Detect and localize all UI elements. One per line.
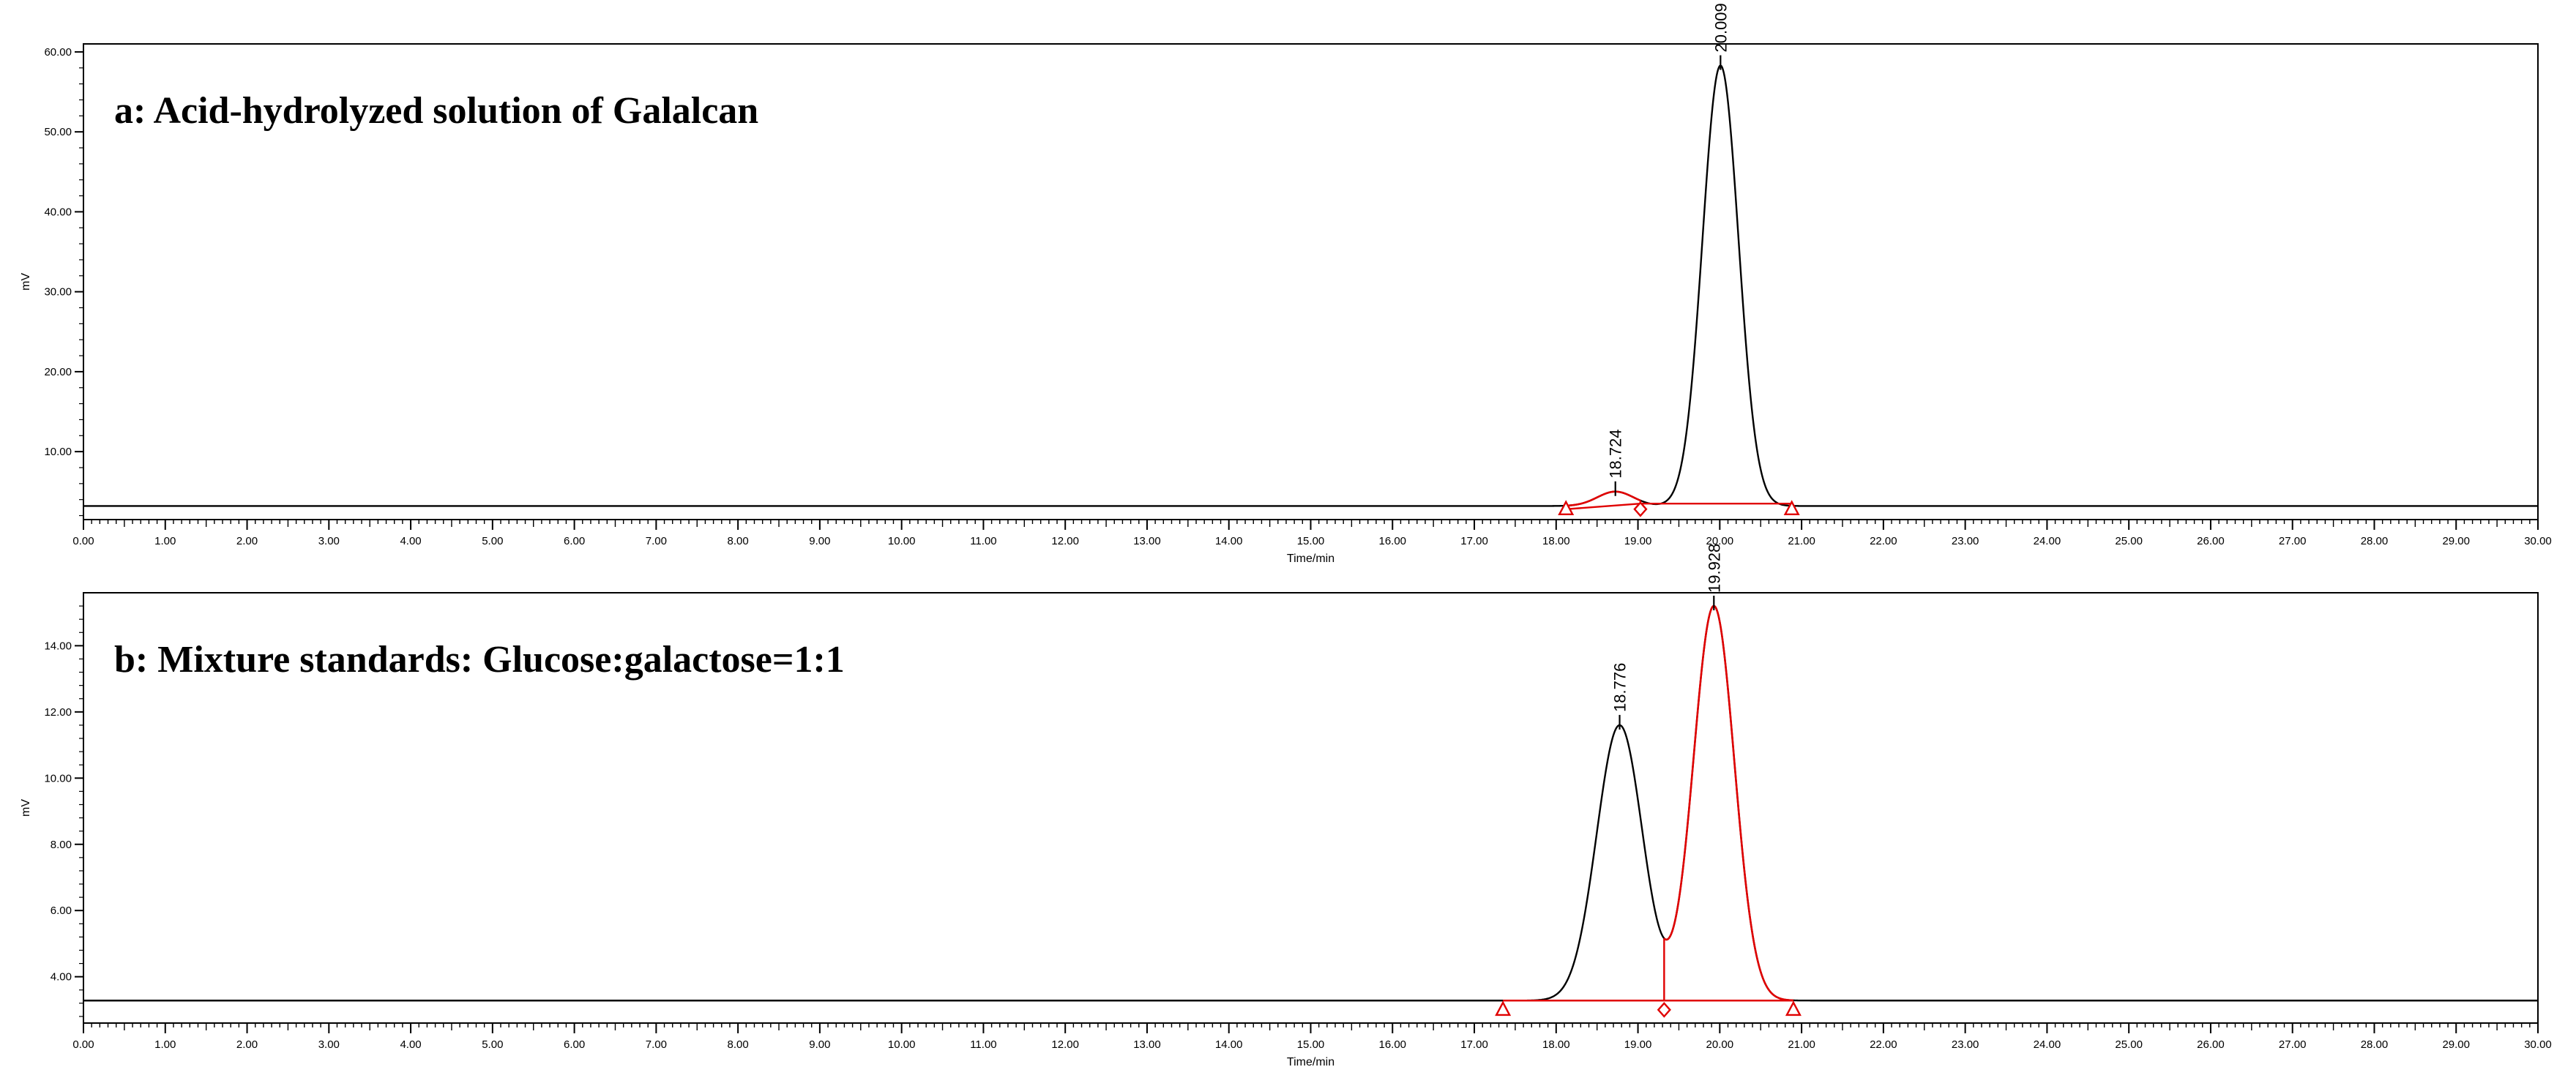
x-tick-label: 10.00 bbox=[888, 535, 916, 547]
peak-retention-label: 20.009 bbox=[1711, 3, 1730, 52]
integrated-peak-trace bbox=[1566, 490, 1641, 507]
x-tick-label: 19.00 bbox=[1624, 1038, 1652, 1051]
x-tick-label: 6.00 bbox=[564, 1038, 585, 1051]
integration-start-end-marker bbox=[1495, 1000, 1512, 1016]
panel-title: a: Acid-hydrolyzed solution of Galalcan bbox=[114, 90, 758, 132]
x-tick-label: 25.00 bbox=[2115, 535, 2143, 547]
y-tick-label: 60.00 bbox=[44, 46, 72, 59]
x-tick-label: 0.00 bbox=[72, 535, 94, 547]
panel-a: 0.00 1.00 2.00 3.00 4.00 5.00 6.00 7.00 8.00 9.00… bbox=[20, 3, 2552, 565]
x-tick-label: 7.00 bbox=[646, 535, 667, 547]
x-tick-label: 17.00 bbox=[1460, 1038, 1488, 1051]
x-tick-label: 25.00 bbox=[2115, 1038, 2143, 1051]
x-axis-title: Time/min bbox=[1287, 1056, 1334, 1068]
x-tick-label: 2.00 bbox=[236, 1038, 258, 1051]
x-tick-label: 23.00 bbox=[1952, 535, 1979, 547]
integration-start-end-marker bbox=[1785, 1000, 1802, 1016]
x-tick-label: 28.00 bbox=[2361, 535, 2389, 547]
x-tick-label: 9.00 bbox=[809, 535, 830, 547]
chromatogram-trace bbox=[83, 64, 2538, 507]
x-tick-label: 11.00 bbox=[970, 1038, 996, 1051]
x-tick-label: 24.00 bbox=[2034, 1038, 2061, 1051]
x-tick-label: 7.00 bbox=[646, 1038, 667, 1051]
y-tick-label: 8.00 bbox=[51, 839, 72, 851]
integration-start-end-marker bbox=[1558, 500, 1575, 515]
integrated-peak-trace bbox=[1663, 604, 1793, 1002]
x-tick-label: 1.00 bbox=[154, 535, 176, 547]
integration-valley-marker bbox=[1633, 501, 1648, 517]
x-tick-label: 4.00 bbox=[400, 1038, 421, 1051]
x-tick-label: 9.00 bbox=[809, 1038, 830, 1051]
y-tick-label: 14.00 bbox=[44, 640, 72, 652]
x-tick-label: 13.00 bbox=[1133, 535, 1161, 547]
x-tick-label: 14.00 bbox=[1215, 1038, 1243, 1051]
x-tick-label: 23.00 bbox=[1952, 1038, 1979, 1051]
x-tick-label: 16.00 bbox=[1378, 535, 1406, 547]
x-tick-label: 1.00 bbox=[154, 1038, 176, 1051]
x-tick-label: 26.00 bbox=[2197, 535, 2225, 547]
x-tick-label: 5.00 bbox=[482, 1038, 503, 1051]
x-tick-label: 2.00 bbox=[236, 535, 258, 547]
integration-baseline bbox=[1566, 502, 1641, 510]
x-tick-label: 17.00 bbox=[1460, 535, 1488, 547]
x-tick-label: 21.00 bbox=[1788, 535, 1815, 547]
x-tick-label: 12.00 bbox=[1051, 535, 1079, 547]
integration-start-end-marker bbox=[1783, 500, 1800, 515]
x-tick-label: 20.00 bbox=[1706, 1038, 1734, 1051]
x-tick-label: 8.00 bbox=[728, 535, 749, 547]
x-tick-label: 8.00 bbox=[728, 1038, 749, 1051]
y-tick-label: 12.00 bbox=[44, 706, 72, 719]
x-tick-label: 15.00 bbox=[1297, 1038, 1325, 1051]
panel-b: 0.00 1.00 2.00 3.00 4.00 5.00 6.00 7.00 8.00 9.00… bbox=[20, 544, 2552, 1068]
x-tick-label: 6.00 bbox=[564, 535, 585, 547]
x-tick-label: 30.00 bbox=[2524, 1038, 2552, 1051]
x-tick-label: 5.00 bbox=[482, 535, 503, 547]
y-tick-label: 4.00 bbox=[51, 971, 72, 984]
peak-retention-label: 18.776 bbox=[1611, 663, 1629, 712]
x-tick-label: 21.00 bbox=[1788, 1038, 1815, 1051]
x-tick-label: 14.00 bbox=[1215, 535, 1243, 547]
x-tick-label: 11.00 bbox=[970, 535, 996, 547]
peak-retention-label: 19.928 bbox=[1705, 544, 1723, 593]
x-tick-label: 24.00 bbox=[2034, 535, 2061, 547]
y-tick-label: 10.00 bbox=[44, 446, 72, 458]
x-tick-label: 29.00 bbox=[2442, 1038, 2470, 1051]
x-axis-title: Time/min bbox=[1287, 553, 1334, 565]
x-tick-label: 4.00 bbox=[400, 535, 421, 547]
x-tick-label: 20.00 bbox=[1706, 535, 1734, 547]
y-axis-title: mV bbox=[20, 273, 32, 291]
x-tick-label: 18.00 bbox=[1542, 535, 1570, 547]
x-tick-label: 30.00 bbox=[2524, 535, 2552, 547]
y-tick-label: 40.00 bbox=[44, 206, 72, 218]
x-tick-label: 22.00 bbox=[1870, 1038, 1897, 1051]
chromatogram-trace bbox=[83, 604, 2538, 1002]
y-axis-title: mV bbox=[20, 799, 32, 817]
y-tick-label: 30.00 bbox=[44, 286, 72, 299]
x-tick-label: 10.00 bbox=[888, 1038, 916, 1051]
x-tick-label: 22.00 bbox=[1870, 535, 1897, 547]
x-tick-label: 3.00 bbox=[318, 535, 340, 547]
x-tick-label: 0.00 bbox=[72, 1038, 94, 1051]
x-tick-label: 27.00 bbox=[2279, 535, 2307, 547]
x-tick-label: 26.00 bbox=[2197, 1038, 2225, 1051]
x-tick-label: 19.00 bbox=[1624, 535, 1652, 547]
x-tick-label: 27.00 bbox=[2279, 1038, 2307, 1051]
x-tick-label: 28.00 bbox=[2361, 1038, 2389, 1051]
x-tick-label: 3.00 bbox=[318, 1038, 340, 1051]
x-tick-label: 12.00 bbox=[1051, 1038, 1079, 1051]
panel-title: b: Mixture standards: Glucose:galactose=… bbox=[114, 639, 845, 681]
x-tick-label: 29.00 bbox=[2442, 535, 2470, 547]
x-tick-label: 15.00 bbox=[1297, 535, 1325, 547]
integration-valley-marker bbox=[1657, 1002, 1671, 1018]
x-tick-label: 13.00 bbox=[1133, 1038, 1161, 1051]
y-tick-label: 20.00 bbox=[44, 366, 72, 378]
y-tick-label: 6.00 bbox=[51, 905, 72, 917]
y-tick-label: 50.00 bbox=[44, 126, 72, 138]
peak-retention-label: 18.724 bbox=[1607, 429, 1625, 478]
x-tick-label: 18.00 bbox=[1542, 1038, 1570, 1051]
x-tick-label: 16.00 bbox=[1378, 1038, 1406, 1051]
y-tick-label: 10.00 bbox=[44, 772, 72, 784]
